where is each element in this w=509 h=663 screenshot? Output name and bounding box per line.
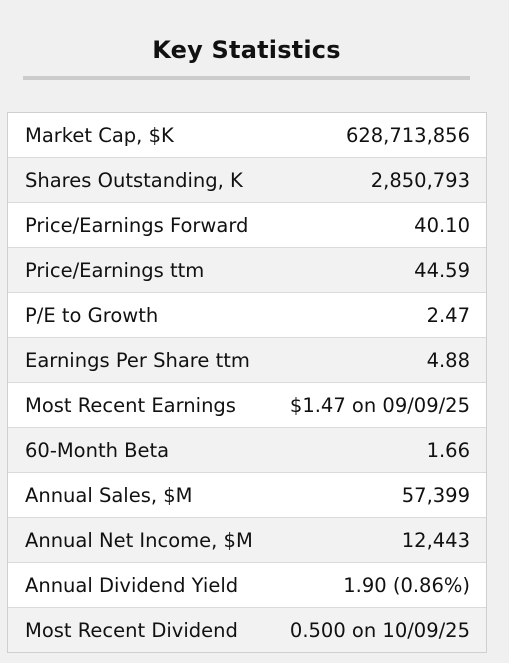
title-underline <box>23 76 470 80</box>
stat-row-most-recent-earnings: Most Recent Earnings $1.47 on 09/09/25 <box>8 382 486 427</box>
stat-value: 2,850,793 <box>370 168 470 192</box>
stat-value: 1.66 <box>426 438 470 462</box>
stat-label: 60-Month Beta <box>25 438 170 462</box>
stat-row-market-cap: Market Cap, $K 628,713,856 <box>8 113 486 157</box>
stat-label: Shares Outstanding, K <box>25 168 243 192</box>
stat-value: 0.500 on 10/09/25 <box>289 618 470 642</box>
stat-row-most-recent-dividend: Most Recent Dividend 0.500 on 10/09/25 <box>8 607 486 652</box>
stat-value: 40.10 <box>414 213 470 237</box>
stat-value: 1.90 (0.86%) <box>343 573 470 597</box>
stat-row-60-month-beta: 60-Month Beta 1.66 <box>8 427 486 472</box>
stat-label: Price/Earnings Forward <box>25 213 249 237</box>
stat-row-annual-net-income: Annual Net Income, $M 12,443 <box>8 517 486 562</box>
stat-label: Annual Net Income, $M <box>25 528 253 552</box>
stat-label: Annual Sales, $M <box>25 483 193 507</box>
key-statistics-header: Key Statistics <box>23 22 470 82</box>
stat-value: 12,443 <box>401 528 470 552</box>
stat-label: Most Recent Dividend <box>25 618 238 642</box>
stat-row-pe-to-growth: P/E to Growth 2.47 <box>8 292 486 337</box>
stat-label: Most Recent Earnings <box>25 393 236 417</box>
stat-row-annual-sales: Annual Sales, $M 57,399 <box>8 472 486 517</box>
stat-value: 2.47 <box>426 303 470 327</box>
key-statistics-table: Market Cap, $K 628,713,856 Shares Outsta… <box>7 112 487 653</box>
stat-value: 57,399 <box>401 483 470 507</box>
stat-row-annual-dividend-yield: Annual Dividend Yield 1.90 (0.86%) <box>8 562 486 607</box>
stat-row-pe-ttm: Price/Earnings ttm 44.59 <box>8 247 486 292</box>
stat-value: 44.59 <box>414 258 470 282</box>
stat-label: P/E to Growth <box>25 303 159 327</box>
stat-row-pe-forward: Price/Earnings Forward 40.10 <box>8 202 486 247</box>
stat-value: 628,713,856 <box>345 123 470 147</box>
stat-row-shares-outstanding: Shares Outstanding, K 2,850,793 <box>8 157 486 202</box>
page-title: Key Statistics <box>152 36 341 64</box>
stat-label: Earnings Per Share ttm <box>25 348 250 372</box>
stat-label: Price/Earnings ttm <box>25 258 205 282</box>
stat-value: 4.88 <box>426 348 470 372</box>
stat-value: $1.47 on 09/09/25 <box>289 393 470 417</box>
stat-row-eps-ttm: Earnings Per Share ttm 4.88 <box>8 337 486 382</box>
stat-label: Annual Dividend Yield <box>25 573 239 597</box>
stat-label: Market Cap, $K <box>25 123 174 147</box>
